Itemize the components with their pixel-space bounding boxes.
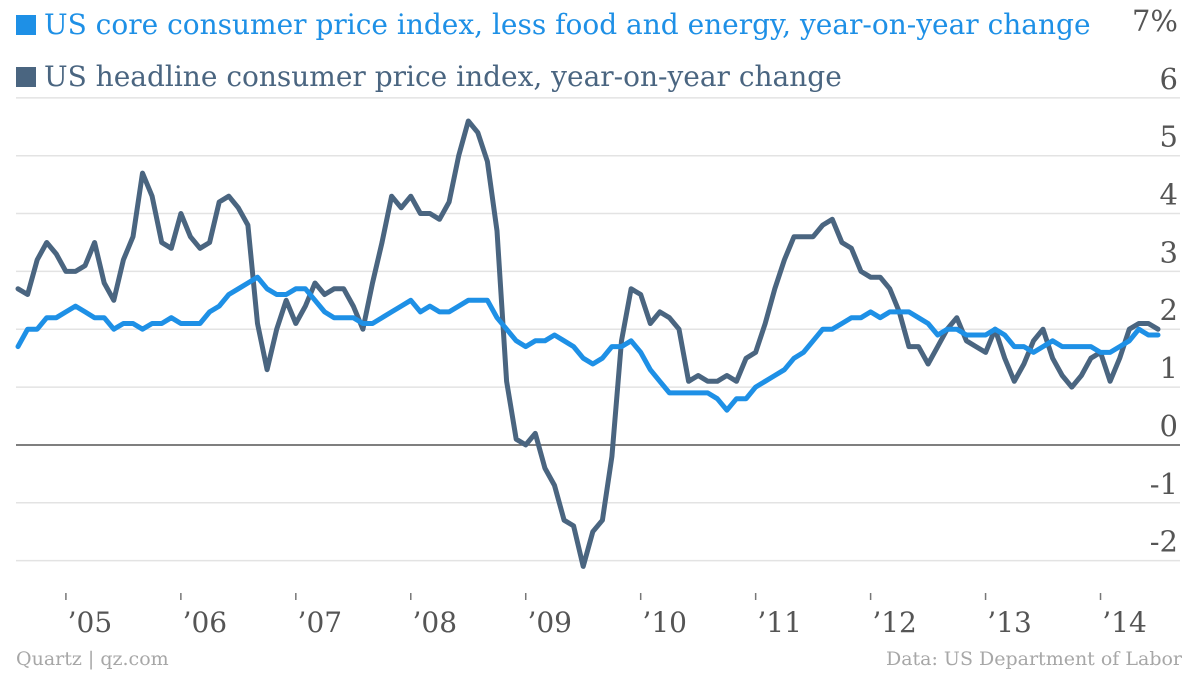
y-tick-label: 0 (1160, 409, 1178, 443)
x-tick-label: ’07 (298, 606, 343, 639)
y-tick-label: -1 (1150, 467, 1178, 501)
x-tick-label: ’11 (757, 606, 802, 639)
y-tick-label: 2 (1160, 293, 1178, 327)
legend-core-cpi-label: US core consumer price index, less food … (44, 8, 1091, 41)
y-tick-label: 5 (1160, 120, 1178, 154)
y-tick-label: 4 (1160, 178, 1178, 212)
x-tick-label: ’05 (68, 606, 113, 639)
grid-lines (16, 97, 1180, 562)
data-source-credit: Data: US Department of Labor (885, 648, 1182, 670)
x-tick-label: ’06 (183, 606, 228, 639)
y-tick-label: 1 (1160, 351, 1178, 385)
x-tick-label: ’08 (413, 606, 458, 639)
x-axis-ticks (65, 593, 1102, 600)
legend-headline-cpi: US headline consumer price index, year-o… (16, 60, 842, 94)
x-tick-label: ’12 (872, 606, 917, 639)
x-tick-label: ’13 (987, 606, 1032, 639)
x-tick-label: ’09 (527, 606, 572, 639)
legend-headline-cpi-swatch (16, 67, 36, 87)
legend-core-cpi: US core consumer price index, less food … (16, 8, 1091, 42)
y-tick-label: -2 (1150, 525, 1178, 559)
x-axis-tick-labels: ’05 ’06 ’07 ’08 ’09 ’10 ’11 ’12 ’13 ’14 (68, 606, 1147, 639)
series-lines (15, 118, 1161, 569)
y-tick-label: 3 (1160, 235, 1178, 269)
headline-cpi-line (15, 118, 1161, 569)
x-tick-label: ’14 (1102, 606, 1147, 639)
legend-core-cpi-swatch (16, 15, 36, 35)
y-tick-label: 6 (1160, 62, 1178, 96)
core-cpi-line (15, 274, 1161, 413)
y-tick-label: 7% (1132, 4, 1178, 38)
x-tick-label: ’10 (642, 606, 687, 639)
y-axis-tick-labels: -2 -1 0 1 2 3 4 5 6 7% (1132, 4, 1178, 559)
legend-headline-cpi-label: US headline consumer price index, year-o… (44, 60, 842, 93)
publisher-credit: Quartz | qz.com (16, 648, 169, 670)
